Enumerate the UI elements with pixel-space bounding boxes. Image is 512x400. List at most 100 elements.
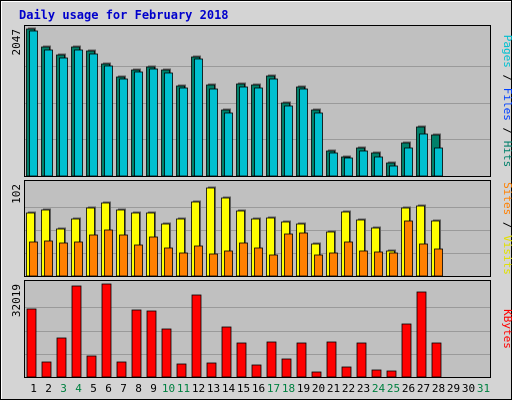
day-label-28: 28 xyxy=(432,382,445,395)
bar-sites-day-5 xyxy=(89,234,98,277)
legend-segment: KBytes xyxy=(501,309,512,349)
day-label-20: 20 xyxy=(312,382,325,395)
bar-files-day-22 xyxy=(344,157,353,177)
day-label-25: 25 xyxy=(387,382,400,395)
bar-kbytes-day-16 xyxy=(251,364,262,378)
bar-sites-day-10 xyxy=(164,247,173,277)
y-max-label: 102 xyxy=(10,184,23,204)
legend-segment: / xyxy=(501,121,512,141)
bar-sites-day-12 xyxy=(194,245,203,277)
panel-hits_files_pages: 2047 Pages / Files / Hits xyxy=(10,25,512,177)
bar-kbytes-day-18 xyxy=(281,358,292,378)
bar-files-day-13 xyxy=(209,88,218,177)
day-label-17: 17 xyxy=(267,382,280,395)
bar-sites-day-25 xyxy=(389,252,398,277)
bar-files-day-8 xyxy=(134,71,143,177)
day-label-14: 14 xyxy=(222,382,236,395)
day-label-29: 29 xyxy=(447,382,460,395)
day-label-16: 16 xyxy=(252,382,265,395)
bar-kbytes-day-22 xyxy=(341,366,352,378)
bar-kbytes-day-11 xyxy=(176,363,187,378)
day-label-1: 1 xyxy=(30,382,37,395)
bar-kbytes-day-1 xyxy=(26,308,37,378)
legend-segment: Hits xyxy=(501,141,512,168)
day-label-7: 7 xyxy=(120,382,127,395)
bar-kbytes-day-4 xyxy=(71,285,82,378)
day-label-24: 24 xyxy=(372,382,386,395)
bar-files-day-15 xyxy=(239,86,248,177)
bar-sites-day-6 xyxy=(104,229,113,277)
bar-kbytes-day-14 xyxy=(221,326,232,378)
bar-kbytes-day-21 xyxy=(326,341,337,378)
bar-sites-day-1 xyxy=(29,241,38,277)
bar-kbytes-day-2 xyxy=(41,361,52,378)
bar-sites-day-11 xyxy=(179,252,188,277)
legend-label: Pages / Files / Hits xyxy=(501,35,512,168)
y-max-label: 2047 xyxy=(10,29,23,56)
bar-sites-day-15 xyxy=(239,242,248,277)
bar-kbytes-day-23 xyxy=(356,342,367,378)
bar-files-day-18 xyxy=(284,105,293,177)
chart-title: Daily usage for February 2018 xyxy=(19,8,229,22)
bar-kbytes-day-20 xyxy=(311,371,322,378)
legend-segment: / xyxy=(501,215,512,235)
legend-segment: / xyxy=(501,68,512,88)
legend-label: Sites / Visits xyxy=(501,182,512,275)
bar-sites-day-7 xyxy=(119,234,128,277)
y-max-label: 32019 xyxy=(10,284,23,317)
bar-kbytes-day-13 xyxy=(206,362,217,378)
bar-kbytes-day-5 xyxy=(86,355,97,378)
day-label-18: 18 xyxy=(282,382,295,395)
bar-sites-day-2 xyxy=(44,240,53,277)
bar-files-day-6 xyxy=(104,65,113,177)
day-label-11: 11 xyxy=(177,382,190,395)
bar-kbytes-day-7 xyxy=(116,361,127,378)
bar-kbytes-day-6 xyxy=(101,283,112,378)
day-label-6: 6 xyxy=(105,382,112,395)
bar-sites-day-20 xyxy=(314,254,323,277)
legend-label: KBytes xyxy=(501,309,512,349)
day-label-21: 21 xyxy=(327,382,340,395)
bar-files-day-17 xyxy=(269,78,278,177)
bar-sites-day-26 xyxy=(404,220,413,277)
day-label-15: 15 xyxy=(237,382,250,395)
day-label-26: 26 xyxy=(402,382,415,395)
bar-files-day-7 xyxy=(119,78,128,177)
bar-sites-day-21 xyxy=(329,252,338,277)
bar-files-day-27 xyxy=(419,133,428,177)
bar-files-day-23 xyxy=(359,150,368,177)
day-label-8: 8 xyxy=(135,382,142,395)
bar-files-day-9 xyxy=(149,68,158,177)
bar-files-day-19 xyxy=(299,88,308,177)
day-label-23: 23 xyxy=(357,382,370,395)
day-label-19: 19 xyxy=(297,382,310,395)
panels-group: 2047 Pages / Files / Hits 102 Sites / Visit… xyxy=(10,25,512,378)
day-label-3: 3 xyxy=(60,382,67,395)
bar-kbytes-day-27 xyxy=(416,291,427,378)
bar-sites-day-16 xyxy=(254,247,263,277)
bar-files-day-3 xyxy=(59,57,68,177)
bar-files-day-10 xyxy=(164,72,173,177)
bar-kbytes-day-10 xyxy=(161,328,172,378)
bar-kbytes-day-28 xyxy=(431,342,442,378)
bar-kbytes-day-9 xyxy=(146,310,157,378)
bar-sites-day-14 xyxy=(224,250,233,277)
legend-segment: Visits xyxy=(501,235,512,275)
bar-sites-day-18 xyxy=(284,233,293,277)
day-label-13: 13 xyxy=(207,382,220,395)
bar-files-day-11 xyxy=(179,87,188,177)
bar-kbytes-day-12 xyxy=(191,294,202,378)
day-label-9: 9 xyxy=(150,382,157,395)
day-label-30: 30 xyxy=(462,382,475,395)
bar-files-day-16 xyxy=(254,87,263,177)
panel-visits_sites: 102 Sites / Visits xyxy=(10,180,512,277)
legend-segment: Sites xyxy=(501,182,512,215)
bar-sites-day-28 xyxy=(434,248,443,277)
bar-files-day-4 xyxy=(74,49,83,177)
bar-kbytes-day-17 xyxy=(266,341,277,378)
bar-sites-day-22 xyxy=(344,241,353,277)
bar-files-day-26 xyxy=(404,147,413,177)
bar-sites-day-9 xyxy=(149,236,158,277)
legend-segment: Files xyxy=(501,88,512,121)
